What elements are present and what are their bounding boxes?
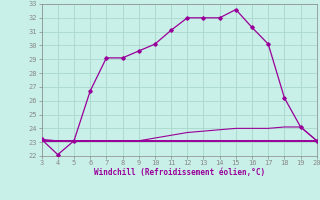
X-axis label: Windchill (Refroidissement éolien,°C): Windchill (Refroidissement éolien,°C): [94, 168, 265, 177]
